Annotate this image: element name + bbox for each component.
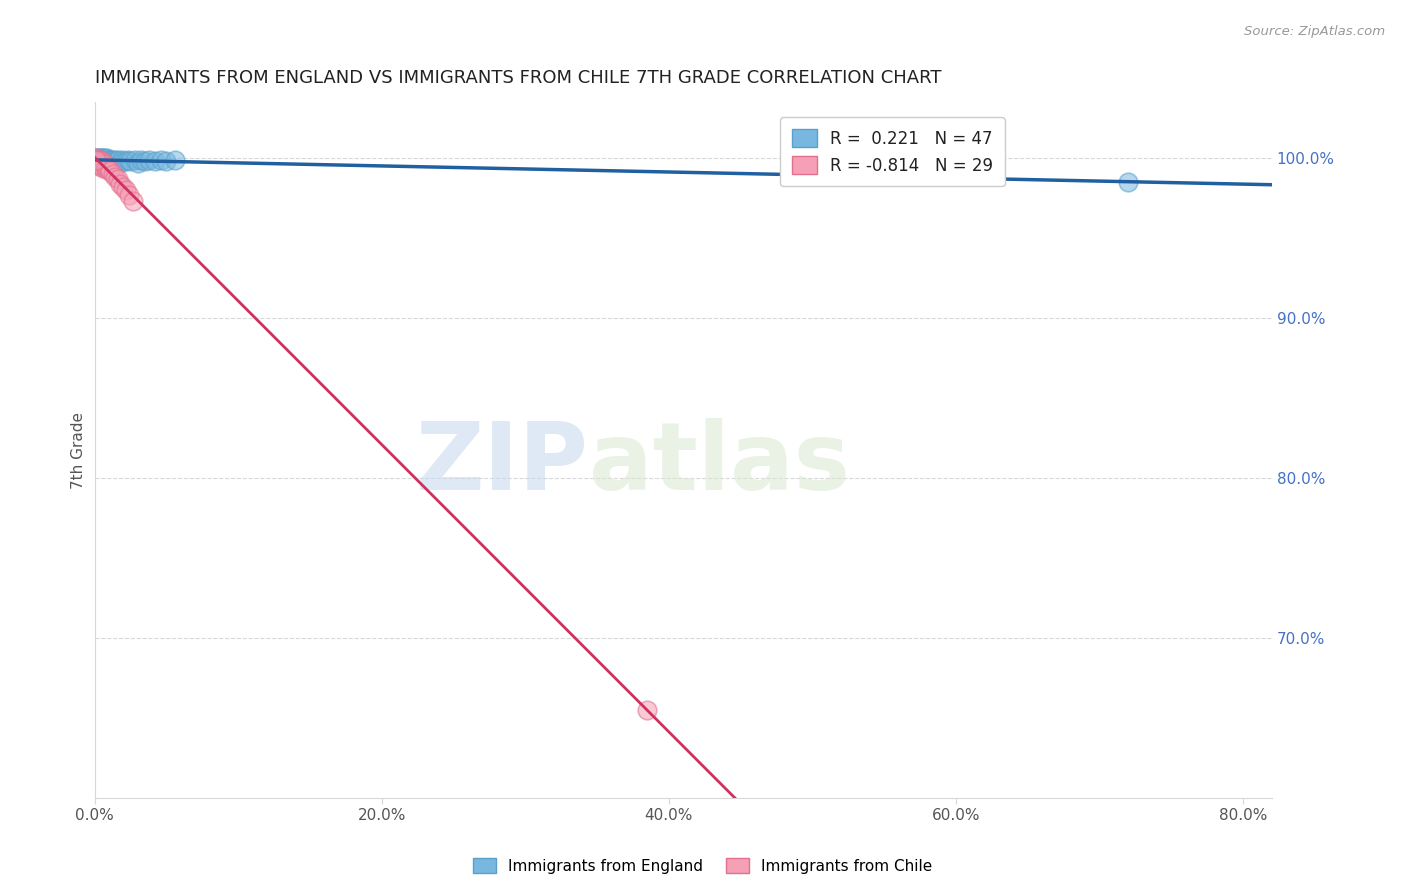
- Point: [104, 170, 127, 185]
- Point: [94, 162, 117, 177]
- Point: [111, 153, 134, 167]
- Point: [155, 154, 177, 169]
- Point: [86, 153, 108, 167]
- Point: [163, 153, 186, 167]
- Text: atlas: atlas: [589, 418, 851, 510]
- Point: [87, 154, 110, 169]
- Point: [89, 154, 111, 169]
- Point: [96, 161, 118, 175]
- Point: [98, 163, 121, 178]
- Point: [90, 155, 112, 169]
- Point: [107, 153, 129, 167]
- Point: [96, 151, 118, 165]
- Point: [84, 154, 107, 169]
- Text: Source: ZipAtlas.com: Source: ZipAtlas.com: [1244, 25, 1385, 38]
- Point: [89, 151, 111, 165]
- Point: [118, 187, 141, 202]
- Point: [84, 153, 107, 167]
- Point: [103, 155, 125, 169]
- Point: [97, 153, 120, 167]
- Point: [112, 179, 135, 194]
- Point: [122, 194, 145, 209]
- Point: [94, 155, 117, 169]
- Point: [89, 154, 111, 169]
- Point: [93, 151, 115, 165]
- Point: [91, 153, 114, 167]
- Point: [91, 155, 114, 169]
- Point: [93, 154, 115, 169]
- Point: [87, 153, 110, 167]
- Point: [84, 151, 107, 165]
- Point: [86, 153, 108, 167]
- Text: IMMIGRANTS FROM ENGLAND VS IMMIGRANTS FROM CHILE 7TH GRADE CORRELATION CHART: IMMIGRANTS FROM ENGLAND VS IMMIGRANTS FR…: [94, 69, 941, 87]
- Point: [90, 154, 112, 169]
- Point: [84, 151, 107, 165]
- Point: [97, 162, 120, 177]
- Point: [84, 154, 107, 169]
- Point: [104, 153, 127, 167]
- Point: [87, 155, 110, 169]
- Point: [120, 154, 142, 169]
- Point: [86, 155, 108, 169]
- Legend: R =  0.221   N = 47, R = -0.814   N = 29: R = 0.221 N = 47, R = -0.814 N = 29: [780, 117, 1004, 186]
- Point: [117, 153, 139, 167]
- Point: [149, 153, 172, 167]
- Point: [93, 157, 115, 171]
- Point: [86, 155, 108, 169]
- Point: [636, 703, 658, 717]
- Point: [98, 154, 121, 169]
- Point: [115, 183, 138, 197]
- Point: [90, 154, 112, 169]
- Point: [96, 154, 118, 169]
- Point: [94, 159, 117, 173]
- Point: [110, 155, 132, 169]
- Point: [1118, 175, 1140, 189]
- Point: [110, 177, 132, 191]
- Point: [101, 153, 124, 167]
- Point: [90, 151, 112, 165]
- Legend: Immigrants from England, Immigrants from Chile: Immigrants from England, Immigrants from…: [467, 852, 939, 880]
- Text: ZIP: ZIP: [416, 418, 589, 510]
- Point: [127, 155, 149, 169]
- Point: [87, 151, 110, 165]
- Point: [87, 153, 110, 167]
- Point: [107, 171, 129, 186]
- Point: [105, 154, 128, 169]
- Y-axis label: 7th Grade: 7th Grade: [72, 411, 86, 489]
- Point: [114, 154, 136, 169]
- Point: [103, 167, 125, 181]
- Point: [87, 155, 110, 169]
- Point: [143, 154, 166, 169]
- Point: [124, 153, 146, 167]
- Point: [86, 151, 108, 165]
- Point: [134, 154, 156, 169]
- Point: [87, 159, 110, 173]
- Point: [91, 151, 114, 165]
- Point: [90, 153, 112, 167]
- Point: [91, 161, 114, 175]
- Point: [129, 153, 152, 167]
- Point: [89, 153, 111, 167]
- Point: [138, 153, 160, 167]
- Point: [89, 157, 111, 171]
- Point: [94, 153, 117, 167]
- Point: [90, 159, 112, 173]
- Point: [91, 155, 114, 169]
